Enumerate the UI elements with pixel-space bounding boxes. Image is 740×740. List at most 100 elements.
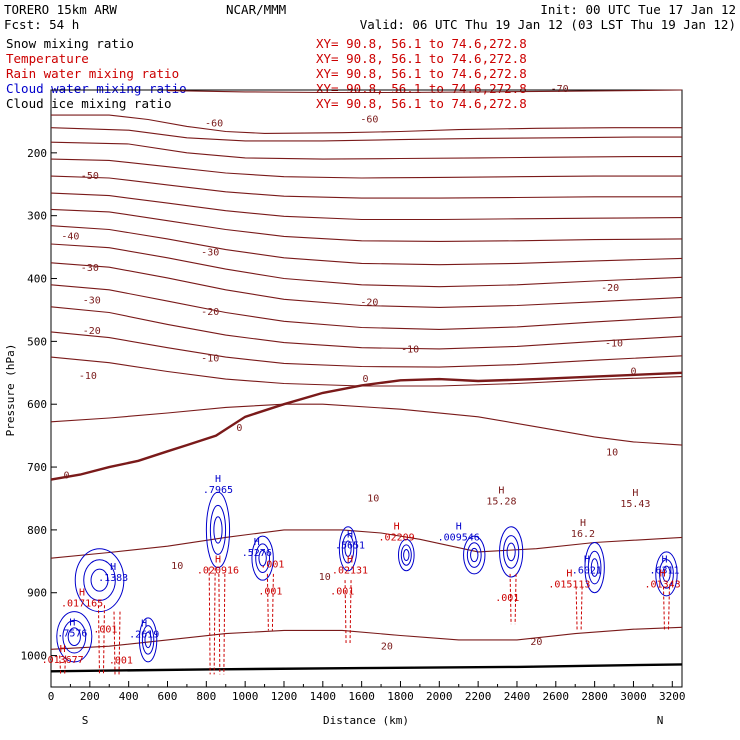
x-tick-label: 1000: [232, 690, 259, 703]
contour-label: -10: [201, 353, 219, 364]
temperature-contour: [50, 192, 683, 221]
legend-series-name: Rain water mixing ratio: [6, 66, 179, 81]
plot-frame: [50, 89, 683, 688]
max-marker: H: [632, 488, 638, 499]
max-marker: H: [110, 562, 116, 573]
contour-label: .001: [260, 560, 284, 571]
max-value-label: 15.28: [486, 497, 516, 508]
contour-label: 20: [530, 637, 542, 648]
cloud-water-contour: [587, 550, 602, 585]
temperature-contour: [51, 114, 682, 134]
max-marker: H: [215, 474, 221, 485]
max-value-label: .6311: [649, 566, 679, 577]
y-tick-label: 500: [27, 335, 47, 348]
x-tick-label: 2200: [465, 690, 492, 703]
contour-label: -10: [401, 345, 419, 356]
contour-label: 0: [630, 367, 636, 378]
contour-label: -40: [61, 232, 79, 243]
max-value-label: .2619: [129, 630, 159, 641]
max-value-label: .6021: [572, 566, 602, 577]
max-marker: H: [141, 619, 147, 630]
cloud-water-contour: [255, 543, 271, 573]
y-tick-label: 600: [27, 398, 47, 411]
cloud-water-contour: [56, 611, 93, 663]
legend-series-xy: XY= 90.8, 56.1 to 74.6,272.8: [316, 66, 527, 81]
contour-label: 20: [381, 641, 393, 652]
y-tick-label: 300: [27, 210, 47, 223]
temperature-contour: [50, 331, 683, 368]
cloud-water-contour: [470, 547, 479, 563]
x-axis-label: Distance (km): [323, 714, 409, 727]
max-value-label: 16.2: [571, 529, 595, 540]
rain-water-contour: [113, 611, 121, 675]
rain-water-contour: [218, 573, 226, 675]
cloud-water-contour: [90, 568, 109, 592]
max-value-label: .017165: [61, 598, 103, 609]
temperature-contour: [50, 284, 683, 330]
cloud-water-contour: [403, 549, 410, 562]
x-tick-label: 600: [158, 690, 178, 703]
max-marker: H: [498, 486, 504, 497]
legend-series-xy: XY= 90.8, 56.1 to 74.6,272.8: [316, 36, 527, 51]
temperature-contour: [167, 89, 683, 94]
temperature-contour: [50, 356, 683, 387]
cloud-water-contour: [463, 535, 486, 575]
x-tick-label: 800: [196, 690, 216, 703]
contour-label: .001: [109, 656, 133, 667]
cloud-water-contour: [398, 538, 415, 572]
x-tick-label: 0: [48, 690, 55, 703]
temperature-contour: [50, 403, 683, 446]
cloud-water-contour: [466, 542, 482, 568]
contour-label: -50: [81, 171, 99, 182]
max-marker: H: [254, 537, 260, 548]
cloud-water-contour: [74, 548, 125, 613]
contour-label: -20: [360, 298, 378, 309]
x-tick-label: 3200: [659, 690, 686, 703]
contour-label: 0: [64, 470, 70, 481]
y-tick-label: 200: [27, 147, 47, 160]
max-marker: H: [456, 521, 462, 532]
max-value-label: .02131: [332, 566, 368, 577]
y-axis-label: Pressure (hPa): [4, 344, 17, 437]
contour-label: -30: [83, 296, 101, 307]
x-tick-label: 2800: [581, 690, 608, 703]
contour-label: 0: [236, 423, 242, 434]
y-tick-label: 800: [27, 524, 47, 537]
max-marker: H: [79, 587, 85, 598]
cloud-water-contour: [83, 559, 116, 602]
rain-water-contour: [97, 605, 105, 675]
contour-label: -20: [601, 283, 619, 294]
contour-label: 10: [171, 561, 183, 572]
x-end-label-north: N: [657, 714, 664, 727]
max-marker: H: [394, 521, 400, 532]
temperature-contour: [50, 141, 682, 160]
temperature-contour: [50, 306, 683, 350]
cloud-water-contour: [67, 627, 81, 647]
max-value-label: .015113: [548, 579, 590, 590]
max-marker: H: [660, 568, 666, 579]
cloud-water-contour: [144, 631, 152, 649]
cloud-water-contour: [141, 625, 155, 655]
legend-series-name: Cloud ice mixing ratio: [6, 96, 172, 111]
rain-water-contour: [59, 655, 67, 675]
max-value-label: .7965: [203, 485, 233, 496]
x-tick-label: 2400: [504, 690, 531, 703]
max-value-label: .01343: [645, 579, 681, 590]
max-marker: H: [584, 555, 590, 566]
temperature-contour: [50, 225, 683, 266]
rain-water-contour: [266, 573, 274, 631]
cloud-water-contour: [344, 540, 352, 557]
contour-label: -30: [201, 247, 219, 258]
center-title: NCAR/MMM: [226, 2, 286, 17]
rain-water-contour: [662, 586, 670, 631]
x-tick-label: 2000: [426, 690, 453, 703]
max-value-label: .020916: [197, 566, 239, 577]
max-marker: H: [215, 555, 221, 566]
temperature-contour: [50, 127, 682, 142]
contour-label: 10: [367, 494, 379, 505]
temperature-contour: [50, 371, 683, 481]
x-end-label-south: S: [82, 714, 89, 727]
cloud-water-contour: [341, 533, 355, 564]
contour-label: .001: [495, 593, 519, 604]
contour-label: -20: [83, 326, 101, 337]
